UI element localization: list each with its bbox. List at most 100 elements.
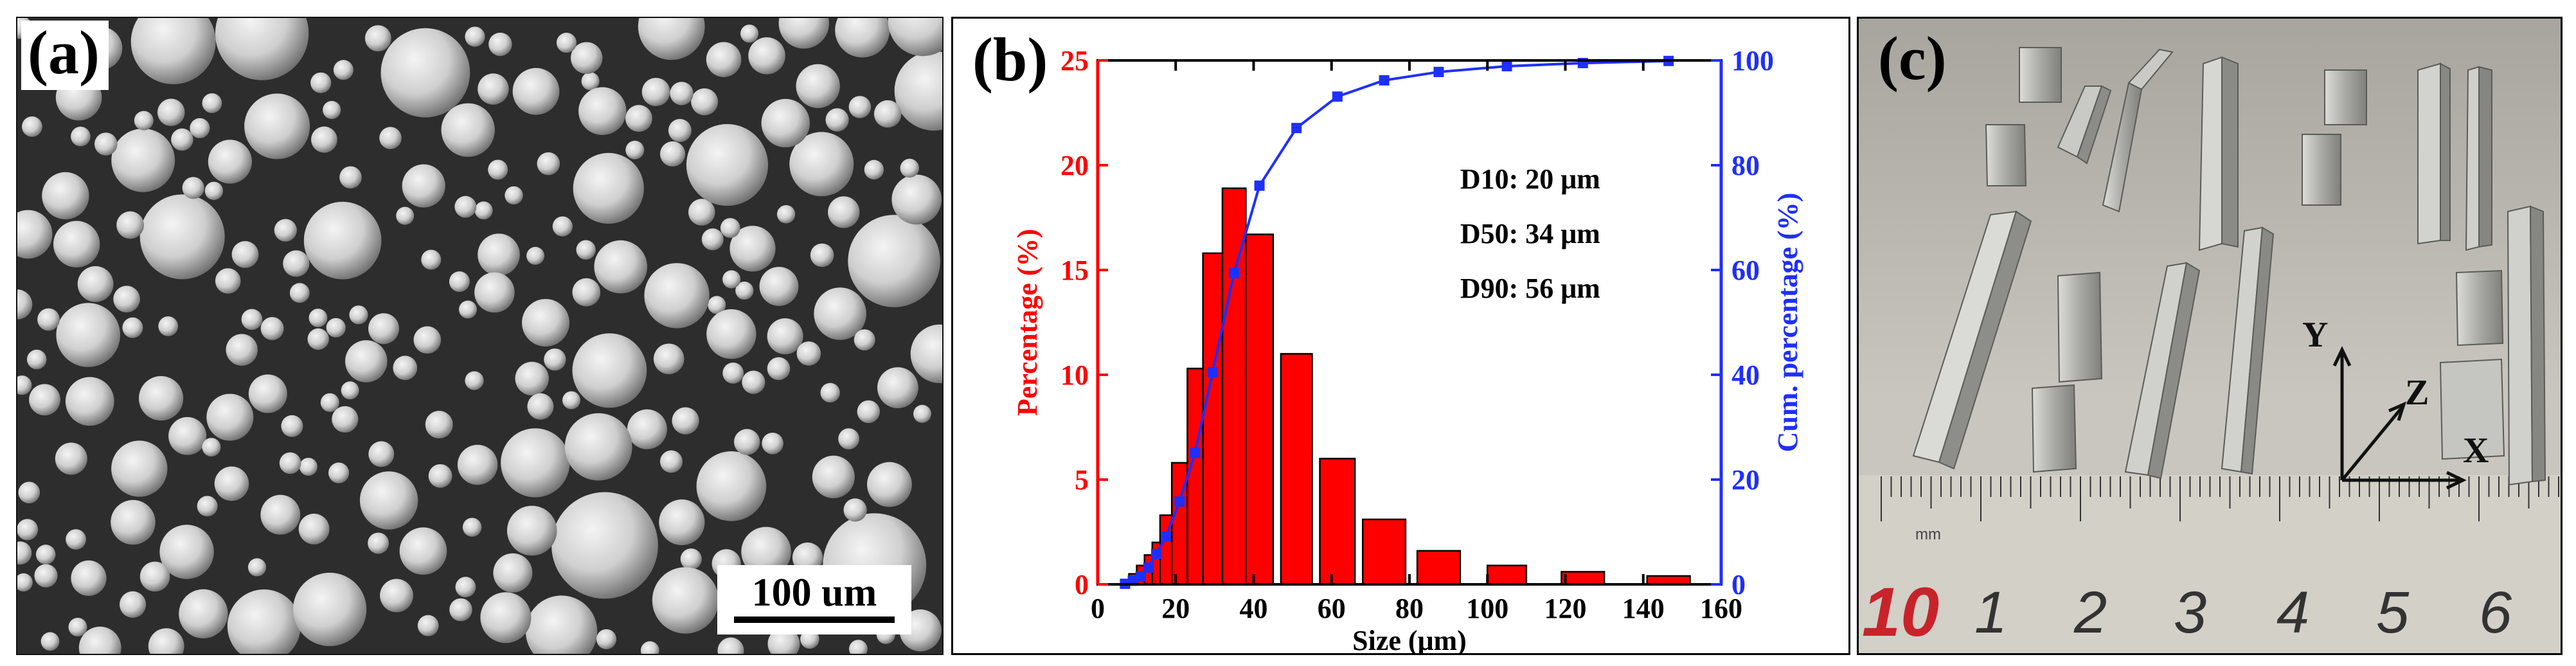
powder-particle — [307, 328, 329, 350]
powder-particles — [17, 18, 942, 654]
powder-particle — [65, 377, 114, 426]
specimen — [2507, 205, 2534, 486]
y2-tick-label: 20 — [1731, 464, 1760, 496]
specimen — [2529, 205, 2546, 483]
powder-particle — [413, 326, 442, 354]
powder-particle — [303, 201, 382, 280]
powder-particle — [208, 140, 252, 184]
cumulative-series — [1120, 55, 1674, 590]
y-tick-label: 0 — [1075, 569, 1089, 600]
powder-particle — [206, 393, 254, 441]
powder-particle — [34, 564, 58, 588]
powder-particle — [341, 381, 359, 400]
cumulative-point — [1150, 548, 1161, 559]
powder-particle — [171, 128, 193, 151]
x-axis-label: Size (μm) — [1352, 625, 1467, 653]
cumulative-point — [1207, 366, 1218, 377]
powder-particle — [204, 181, 224, 201]
bar — [1202, 252, 1224, 586]
specimen — [2439, 358, 2505, 460]
powder-particle — [900, 158, 920, 178]
y-tick-label: 5 — [1075, 464, 1089, 496]
powder-particle — [767, 357, 791, 381]
powder-particle — [761, 98, 810, 148]
powder-particle — [759, 267, 799, 306]
powder-particle — [227, 589, 301, 654]
powder-particle — [501, 428, 570, 498]
powder-particle — [368, 532, 389, 554]
powder-particle — [190, 118, 210, 138]
powder-particle — [158, 316, 179, 336]
powder-particle — [449, 598, 472, 622]
powder-particle — [345, 340, 388, 382]
powder-particle — [260, 317, 284, 341]
cumulative-point — [1143, 562, 1154, 573]
panel-a-label: (a) — [21, 21, 109, 90]
ruler — [1859, 475, 2561, 653]
powder-particle — [891, 174, 942, 225]
powder-particle — [478, 233, 520, 276]
specimen — [2324, 69, 2367, 125]
panel-c-sample-photo: Y Z X mm 10 1 2 3 4 5 6 (c) — [1857, 17, 2563, 655]
annotation-d50: D50: 34 μm — [1460, 218, 1600, 249]
powder-particle — [399, 527, 447, 575]
powder-particle — [309, 309, 328, 327]
powder-particle — [425, 411, 453, 438]
ruler-number: 10 — [1862, 573, 1939, 651]
powder-particle — [741, 526, 791, 577]
powder-particle — [748, 37, 785, 75]
specimen — [2019, 47, 2062, 103]
powder-particle — [283, 250, 310, 277]
ruler-ticks — [1881, 476, 2559, 521]
x-tick-label: 140 — [1622, 593, 1665, 624]
powder-particle — [717, 637, 744, 654]
powder-particle — [17, 375, 32, 395]
powder-particle — [182, 177, 204, 199]
y-tick-label: 25 — [1060, 45, 1089, 76]
powder-particle — [22, 116, 42, 137]
powder-particle — [849, 640, 868, 654]
powder-particle — [168, 417, 207, 455]
powder-particle — [120, 591, 147, 618]
bar — [1561, 571, 1606, 586]
powder-particle — [796, 341, 821, 366]
powder-particle — [526, 247, 545, 265]
powder-particle — [706, 42, 742, 77]
powder-particle — [323, 101, 341, 120]
specimen — [2031, 384, 2077, 473]
powder-particle — [877, 367, 918, 408]
powder-particle — [576, 240, 596, 260]
powder-particle — [848, 96, 872, 118]
powder-particle — [179, 589, 228, 638]
y-tick-label: 15 — [1060, 255, 1089, 286]
y2-tick-label: 100 — [1731, 45, 1774, 76]
specimen — [2076, 85, 2112, 165]
powder-particle — [843, 498, 867, 522]
ruler-number: 5 — [2376, 580, 2410, 645]
cumulative-point — [1433, 66, 1444, 77]
axis-x-label: X — [2463, 431, 2489, 471]
powder-particle — [691, 88, 719, 116]
cumulative-point — [1332, 91, 1343, 102]
powder-particle — [672, 407, 699, 435]
powder-particle — [459, 300, 477, 319]
ruler-unit: mm — [1915, 526, 1941, 543]
specimen — [2417, 62, 2441, 245]
chart-axes: 0 20 40 60 80 100 120 140 1600510152025020406080… — [1060, 45, 1774, 624]
powder-particle — [40, 632, 60, 651]
powder-particle — [888, 18, 942, 57]
panel-a-sem-image: (a) 100 um — [16, 17, 944, 655]
powder-particle — [838, 428, 859, 450]
powder-particle — [735, 282, 754, 300]
powder-particle — [289, 283, 310, 303]
cumulative-point — [1501, 60, 1512, 71]
powder-particle — [493, 553, 533, 593]
powder-particle — [729, 226, 776, 272]
powder-particle — [226, 334, 258, 366]
powder-particle — [688, 199, 715, 226]
y-tick-label: 20 — [1060, 150, 1089, 181]
powder-particle — [644, 263, 710, 328]
powder-particle — [552, 216, 573, 237]
powder-particle — [505, 186, 523, 205]
powder-particle — [825, 108, 849, 132]
